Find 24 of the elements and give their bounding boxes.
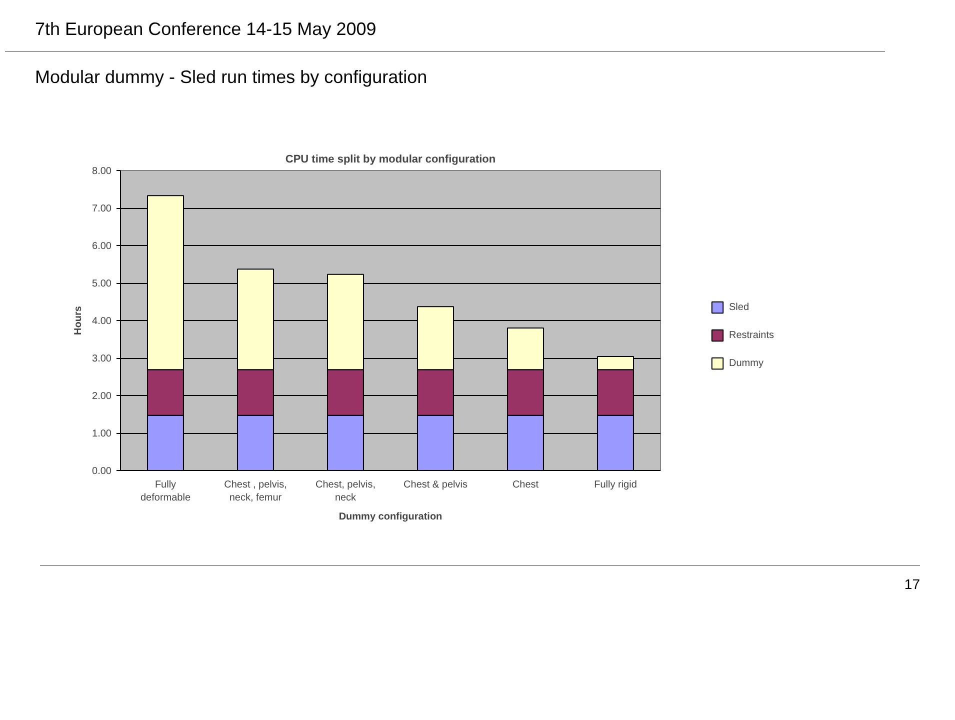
y-axis-title: Hours [73,306,84,335]
x-tick-label: Chest, pelvis, neck [315,480,376,504]
y-tick-label: 0.00 [92,466,112,477]
x-tick-label: Chest [512,480,539,490]
x-tick-label: Fully deformable [140,480,191,504]
x-tick-label: Fully rigid [594,480,637,490]
chart-title: CPU time split by modular configuration [285,154,496,166]
y-tick-label: 8.00 [92,166,112,177]
legend-label: Dummy [729,358,764,368]
y-tick-label: 4.00 [92,316,112,327]
y-tick-label: 1.00 [92,428,112,440]
chart-subtitle: Modular dummy - Sled run times by configuration [34,66,428,89]
legend-label: Sled [729,302,750,312]
x-tick-label: Chest , pelvis, neck, femur [224,480,287,504]
y-tick-label: 5.00 [92,278,112,290]
y-tick-label: 3.00 [92,354,112,364]
legend-label: Restraints [729,330,774,340]
text: 17 [40,565,920,594]
x-tick-label: Chest & pelvis [404,480,468,490]
text: 7th European Conference 14-15 May 2009 [5,5,885,52]
y-tick-label: 2.00 [92,391,112,402]
y-tick-label: 7.00 [92,204,112,214]
x-axis-title: Dummy configuration [338,512,442,523]
y-tick-label: 6.00 [92,241,112,252]
